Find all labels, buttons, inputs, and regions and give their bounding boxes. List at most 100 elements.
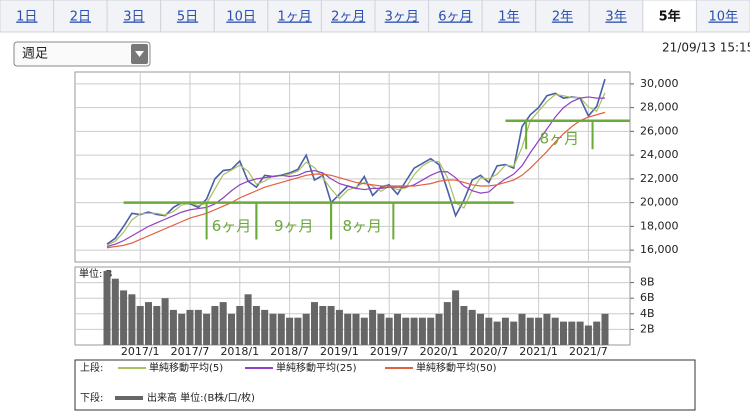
tab-background — [695, 0, 750, 33]
y-tick-label: 24,000 — [640, 148, 679, 161]
x-tick-label: 2017/7 — [171, 345, 210, 358]
volume-bar — [236, 306, 244, 345]
tab[interactable]: 1日 — [0, 0, 55, 33]
y-tick-label: 6B — [640, 291, 655, 304]
y-tick-label: 2B — [640, 322, 655, 335]
volume-bar — [485, 317, 493, 345]
volume-bar — [244, 294, 252, 345]
volume-bar — [568, 321, 576, 345]
x-tick-label: 2020/1 — [420, 345, 459, 358]
tab-label[interactable]: 3ヶ月 — [385, 10, 419, 25]
tab[interactable]: 10日 — [213, 0, 269, 33]
x-tick-label: 2018/7 — [270, 345, 309, 358]
tab-background — [374, 0, 430, 33]
volume-bar — [402, 317, 410, 345]
period-select-label: 週足 — [22, 47, 48, 62]
volume-bar — [535, 317, 543, 345]
y-tick-label: 18,000 — [640, 219, 679, 232]
tabs: 1日 2日 3日 5日 10日 1ヶ月 2ヶ月 3ヶ月 6ヶ月 1年 2年 3年 5年 10年 — [0, 0, 750, 33]
tab[interactable]: 5年 — [642, 0, 697, 33]
volume-bar — [518, 313, 526, 345]
volume-bar — [211, 306, 219, 345]
volume-bar — [369, 309, 377, 345]
legend-label: 出来高 単位:(B株/口/枚) — [147, 391, 255, 404]
x-tick-label: 2021/7 — [569, 345, 608, 358]
volume-bar — [169, 309, 177, 345]
y-tick-label: 8B — [640, 276, 655, 289]
y-tick-label: 26,000 — [640, 124, 679, 137]
y-tick-label: 22,000 — [640, 172, 679, 185]
tab-label[interactable]: 2ヶ月 — [331, 10, 365, 25]
tab-background — [428, 0, 483, 33]
tab-label[interactable]: 1年 — [498, 10, 519, 25]
volume-bar — [311, 302, 318, 345]
tab[interactable]: 6ヶ月 — [428, 0, 483, 33]
timestamp: 21/09/13 15:15 — [662, 41, 750, 55]
volume-bar — [452, 290, 460, 345]
tab-label[interactable]: 2年 — [552, 10, 573, 25]
volume-bar — [111, 278, 119, 345]
volume-bar — [153, 306, 161, 345]
volume-bar — [435, 313, 443, 345]
tab[interactable]: 2年 — [535, 0, 590, 33]
volume-bar — [352, 313, 360, 345]
tab-label[interactable]: 5年 — [659, 9, 681, 25]
tab-label[interactable]: 3日 — [123, 10, 144, 25]
tab[interactable]: 2日 — [53, 0, 108, 33]
volume-bar — [377, 313, 385, 345]
volume-bar — [277, 313, 285, 345]
volume-bar — [194, 309, 202, 345]
y-tick-label: 30,000 — [640, 77, 679, 90]
tab-label[interactable]: 5日 — [177, 10, 198, 25]
volume-bar — [335, 309, 343, 345]
volume-bar — [186, 309, 194, 345]
y-tick-label: 4B — [640, 307, 655, 320]
volume-bar — [203, 313, 211, 345]
volume-bar — [145, 302, 152, 345]
volume-bar — [510, 321, 518, 345]
tab-label[interactable]: 10日 — [226, 10, 256, 25]
volume-bar — [584, 325, 592, 345]
volume-bar — [228, 313, 235, 345]
tab[interactable]: 3ヶ月 — [374, 0, 430, 33]
span-label: 6ヶ月 — [212, 217, 252, 235]
tab[interactable]: 3日 — [106, 0, 162, 33]
volume-bar — [477, 313, 484, 345]
tab-label[interactable]: 3年 — [605, 10, 626, 25]
tab-label[interactable]: 10年 — [708, 10, 738, 25]
x-tick-label: 2018/1 — [220, 345, 259, 358]
tab[interactable]: 10年 — [695, 0, 750, 33]
x-tick-label: 2021/1 — [519, 345, 558, 358]
volume-bar — [526, 317, 534, 345]
tab-background — [535, 0, 590, 33]
volume-bar — [443, 302, 451, 345]
tab-background — [106, 0, 162, 33]
volume-bar — [252, 306, 260, 345]
tab[interactable]: 2ヶ月 — [320, 0, 376, 33]
moving-average-line — [106, 111, 606, 249]
volume-bar — [261, 309, 269, 345]
period-select[interactable] — [13, 41, 151, 67]
tab-background — [642, 0, 697, 33]
y-tick-label: 28,000 — [640, 101, 679, 114]
x-tick-label: 2019/7 — [370, 345, 409, 358]
tab-label[interactable]: 1ヶ月 — [278, 10, 312, 25]
volume-bar — [560, 321, 567, 345]
tab[interactable]: 3年 — [588, 0, 644, 33]
volume-bar — [385, 317, 393, 345]
legend-label: 単純移動平均(5) — [149, 361, 223, 374]
volume-bar — [128, 294, 136, 345]
tab[interactable]: 5日 — [160, 0, 215, 33]
y-tick-label: 16,000 — [640, 243, 679, 256]
tab[interactable]: 1ヶ月 — [267, 0, 322, 33]
volume-bar — [394, 313, 401, 345]
volume-bar — [103, 270, 111, 345]
tab[interactable]: 1年 — [481, 0, 537, 33]
tab-label[interactable]: 2日 — [70, 10, 91, 25]
volume-bar — [344, 313, 352, 345]
volume-bar — [410, 317, 418, 345]
tab-label[interactable]: 1日 — [16, 10, 37, 25]
tab-label[interactable]: 6ヶ月 — [438, 10, 472, 25]
